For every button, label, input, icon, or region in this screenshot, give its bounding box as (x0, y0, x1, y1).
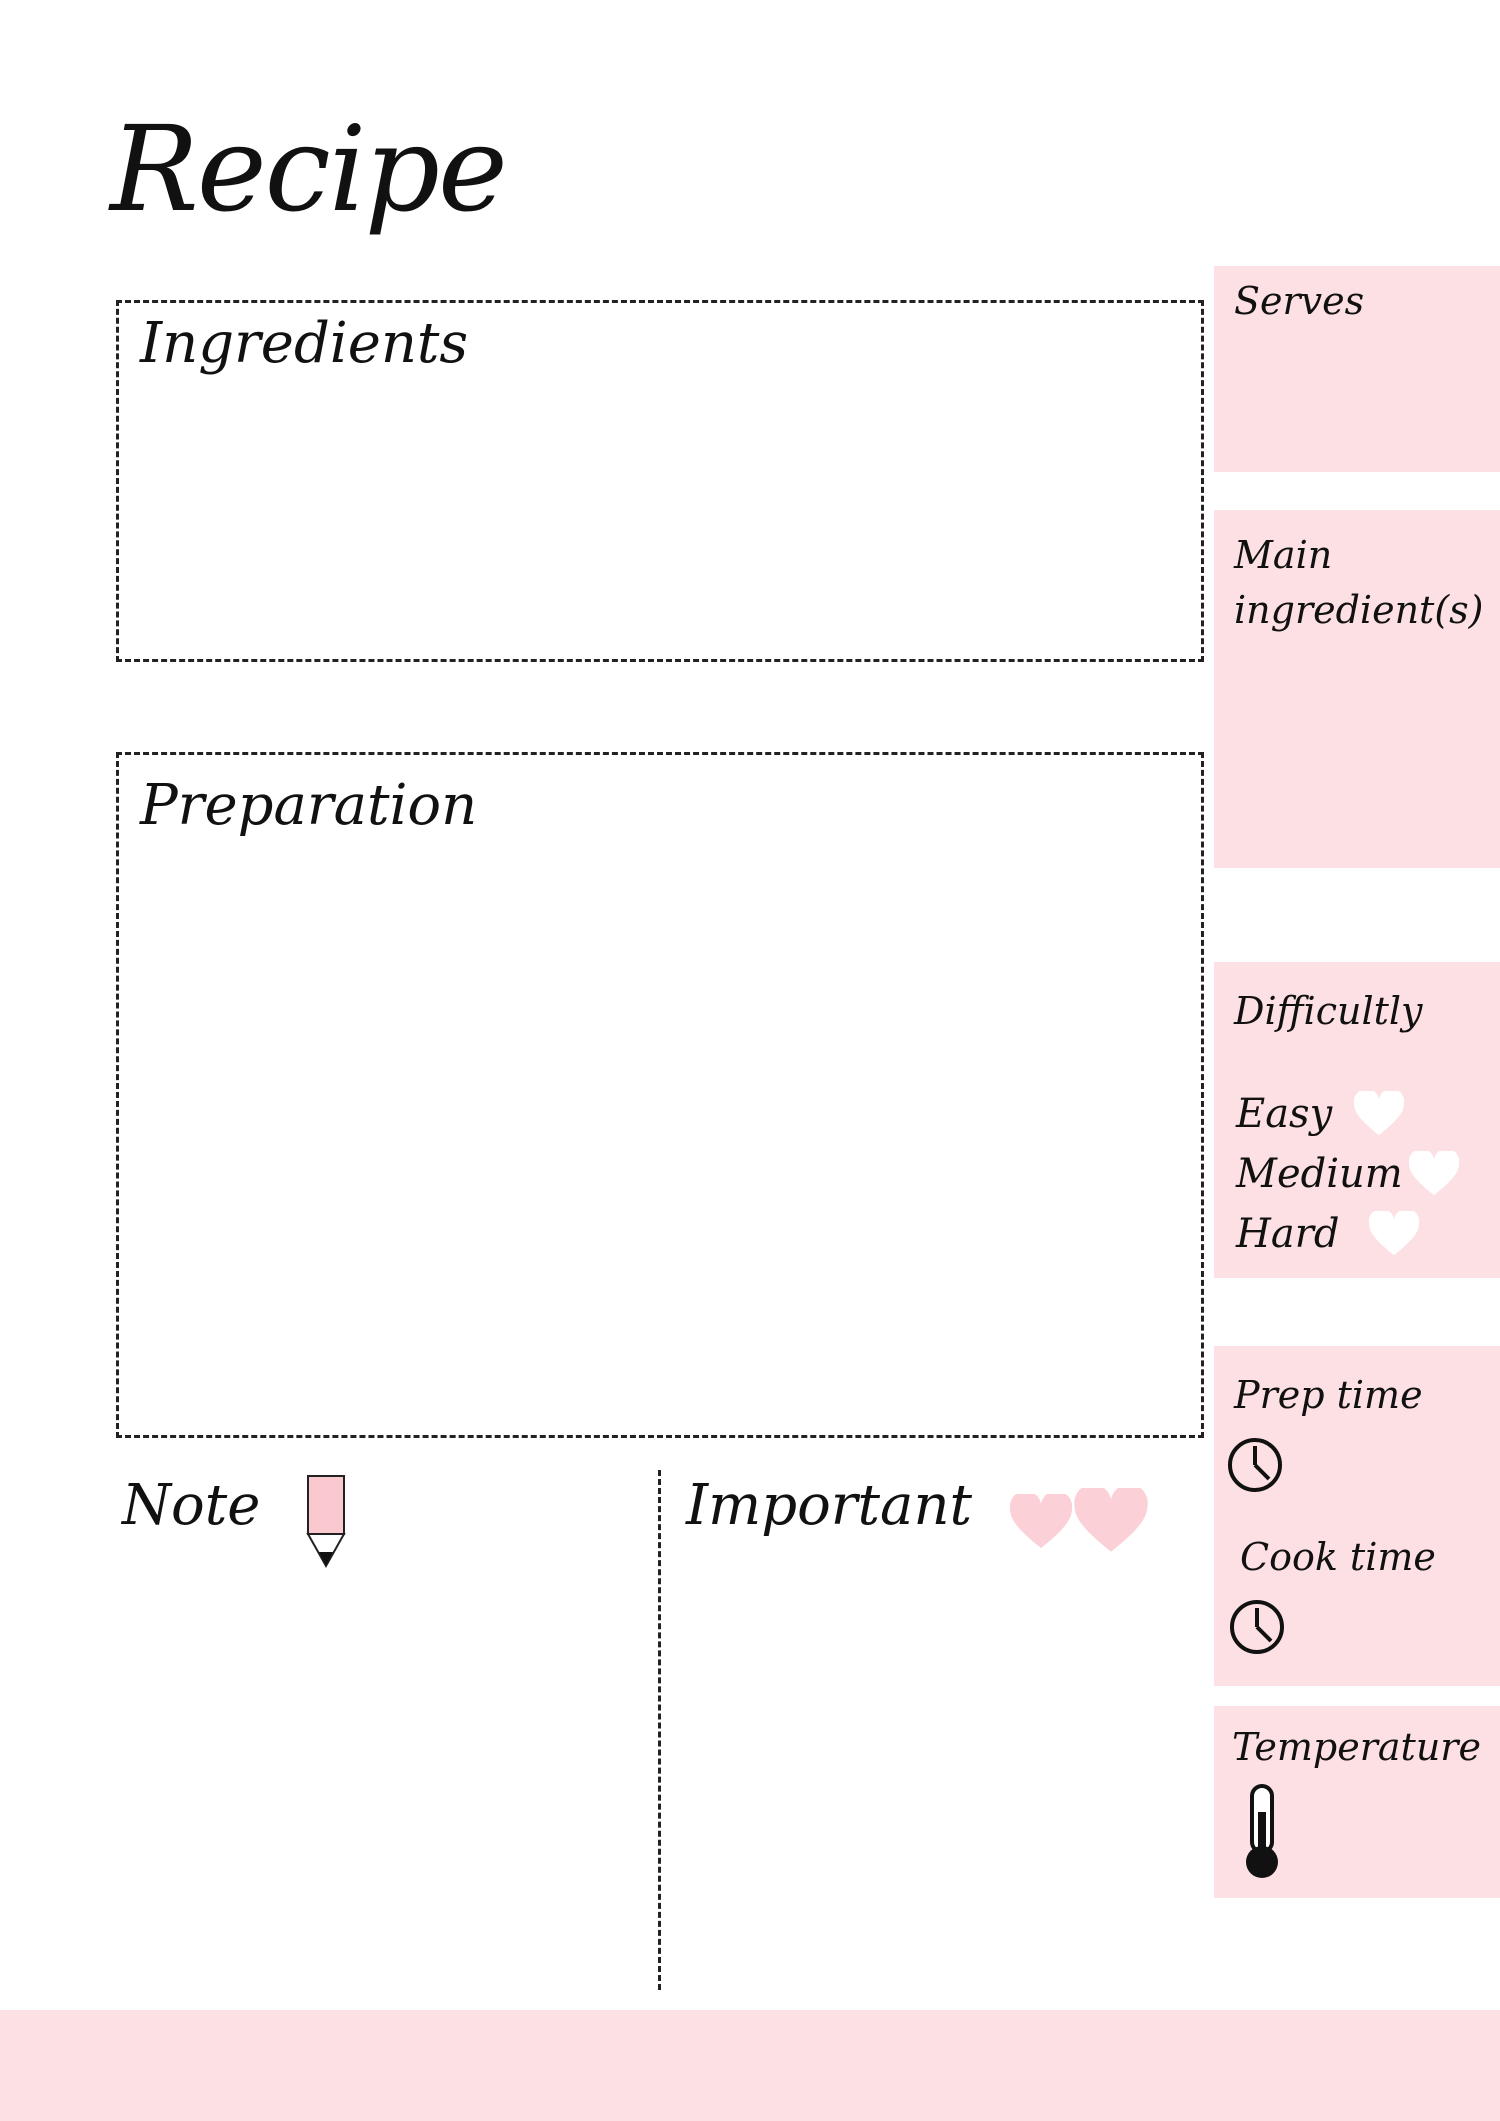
heart-icon[interactable] (1369, 1211, 1420, 1257)
main-ingredients-panel[interactable]: Main ingredient(s) (1214, 510, 1500, 868)
heart-icon (1074, 1488, 1148, 1552)
heart-icon[interactable] (1408, 1151, 1459, 1197)
serves-panel[interactable]: Serves (1214, 266, 1500, 472)
difficulty-medium-label: Medium (1236, 1151, 1403, 1197)
important-area[interactable] (680, 1580, 1200, 1980)
important-label: Important (686, 1473, 973, 1538)
difficulty-panel: Difficultly Easy Medium Hard (1214, 962, 1500, 1278)
thermometer-icon (1246, 1784, 1278, 1878)
clock-icon (1228, 1438, 1282, 1492)
page-title: Recipe (110, 100, 508, 238)
difficulty-medium[interactable]: Medium (1236, 1144, 1459, 1204)
main-ingredients-label-line2: ingredient(s) (1234, 588, 1484, 633)
note-area[interactable] (116, 1580, 646, 1980)
footer-band (0, 2010, 1500, 2121)
preparation-box[interactable] (116, 752, 1204, 1438)
difficulty-label: Difficultly (1234, 989, 1423, 1033)
difficulty-hard[interactable]: Hard (1236, 1204, 1459, 1264)
clock-icon (1230, 1600, 1284, 1654)
ingredients-box[interactable] (116, 300, 1204, 662)
cook-time-label: Cook time (1240, 1535, 1436, 1579)
note-label: Note (122, 1473, 261, 1538)
prep-time-label: Prep time (1234, 1373, 1423, 1417)
main-ingredients-label: Main ingredient(s) (1234, 528, 1483, 638)
temperature-panel[interactable]: Temperature (1214, 1706, 1500, 1898)
pencil-icon (306, 1475, 346, 1569)
main-ingredients-label-line1: Main (1234, 533, 1333, 577)
serves-label: Serves (1234, 279, 1365, 323)
heart-icon (1010, 1494, 1072, 1549)
temperature-label: Temperature (1232, 1725, 1481, 1769)
preparation-label: Preparation (140, 773, 478, 838)
time-panel[interactable]: Prep time Cook time (1214, 1346, 1500, 1686)
ingredients-label: Ingredients (140, 311, 469, 376)
difficulty-easy-label: Easy (1236, 1091, 1333, 1137)
heart-icon[interactable] (1354, 1091, 1405, 1137)
difficulty-hard-label: Hard (1236, 1211, 1340, 1257)
note-important-divider (658, 1470, 661, 1990)
difficulty-easy[interactable]: Easy (1236, 1084, 1459, 1144)
